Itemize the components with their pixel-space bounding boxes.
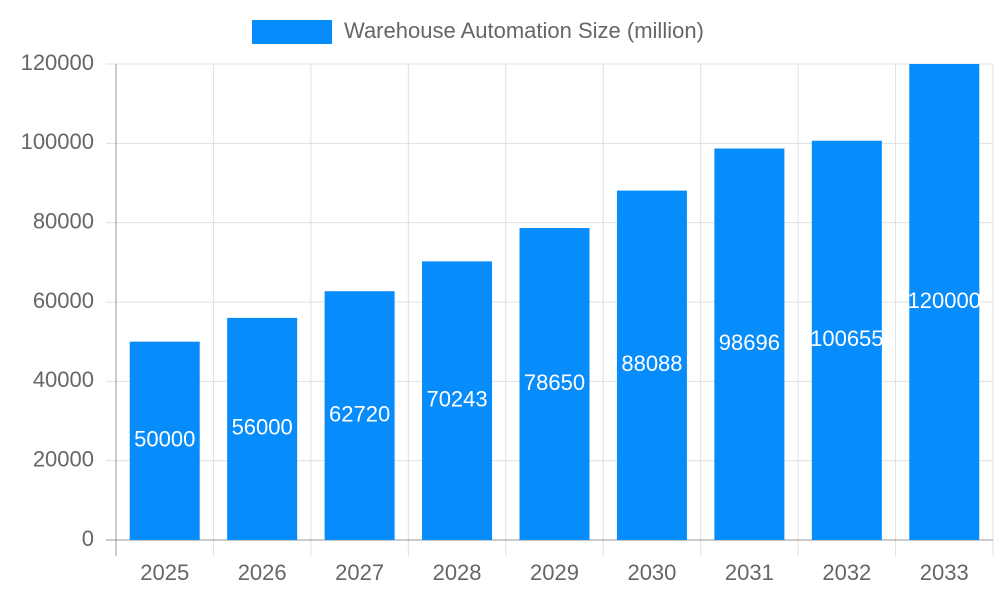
bar: [811, 140, 882, 540]
x-tick-label: 2028: [433, 560, 482, 585]
x-tick-label: 2033: [920, 560, 969, 585]
bar: [519, 228, 590, 540]
bar: [129, 341, 200, 540]
value-label: 120000: [908, 288, 981, 313]
bar: [909, 64, 980, 540]
y-tick-label: 80000: [33, 208, 94, 233]
value-label: 56000: [232, 415, 293, 440]
x-tick-label: 2031: [725, 560, 774, 585]
value-label: 98696: [719, 330, 780, 355]
x-tick-label: 2025: [140, 560, 189, 585]
bar: [422, 261, 493, 540]
x-tick-label: 2029: [530, 560, 579, 585]
y-tick-label: 20000: [33, 446, 94, 471]
value-label: 50000: [134, 427, 195, 452]
value-label: 62720: [329, 401, 390, 426]
value-label: 70243: [426, 386, 487, 411]
bar: [227, 317, 298, 540]
y-tick-label: 120000: [21, 50, 94, 75]
y-tick-label: 100000: [21, 129, 94, 154]
y-tick-label: 40000: [33, 367, 94, 392]
legend-swatch: [252, 20, 332, 44]
x-tick-label: 2030: [627, 560, 676, 585]
x-tick-label: 2027: [335, 560, 384, 585]
bar: [324, 291, 395, 540]
y-tick-label: 60000: [33, 288, 94, 313]
bar: [616, 190, 687, 540]
value-label: 88088: [621, 351, 682, 376]
bar: [714, 148, 785, 540]
legend-label: Warehouse Automation Size (million): [344, 18, 704, 43]
value-label: 78650: [524, 370, 585, 395]
x-tick-label: 2026: [238, 560, 287, 585]
value-label: 100655: [810, 326, 883, 351]
x-tick-label: 2032: [822, 560, 871, 585]
y-tick-label: 0: [82, 526, 94, 551]
